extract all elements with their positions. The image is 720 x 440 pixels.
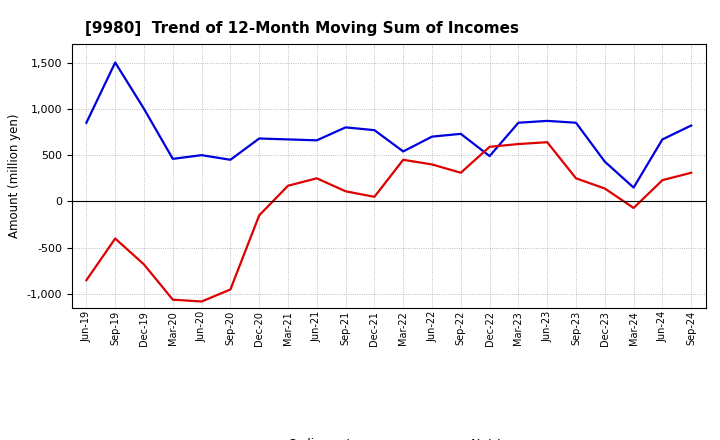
- Text: [9980]  Trend of 12-Month Moving Sum of Incomes: [9980] Trend of 12-Month Moving Sum of I…: [85, 21, 518, 36]
- Net Income: [341, 189, 350, 194]
- Net Income: [600, 186, 609, 191]
- Ordinary Income: [428, 134, 436, 139]
- Net Income: [312, 176, 321, 181]
- Net Income: [255, 213, 264, 218]
- Ordinary Income: [140, 106, 148, 111]
- Ordinary Income: [658, 137, 667, 142]
- Ordinary Income: [687, 123, 696, 128]
- Ordinary Income: [370, 128, 379, 133]
- Net Income: [514, 141, 523, 147]
- Ordinary Income: [543, 118, 552, 124]
- Ordinary Income: [255, 136, 264, 141]
- Net Income: [197, 299, 206, 304]
- Net Income: [428, 162, 436, 167]
- Ordinary Income: [168, 156, 177, 161]
- Ordinary Income: [600, 159, 609, 164]
- Ordinary Income: [456, 131, 465, 136]
- Ordinary Income: [82, 120, 91, 125]
- Net Income: [572, 176, 580, 181]
- Ordinary Income: [341, 125, 350, 130]
- Ordinary Income: [485, 154, 494, 159]
- Ordinary Income: [514, 120, 523, 125]
- Ordinary Income: [284, 137, 292, 142]
- Ordinary Income: [629, 185, 638, 190]
- Net Income: [658, 177, 667, 183]
- Ordinary Income: [572, 120, 580, 125]
- Net Income: [687, 170, 696, 176]
- Net Income: [629, 205, 638, 211]
- Line: Net Income: Net Income: [86, 142, 691, 301]
- Y-axis label: Amount (million yen): Amount (million yen): [8, 114, 21, 238]
- Net Income: [168, 297, 177, 302]
- Net Income: [111, 236, 120, 241]
- Line: Ordinary Income: Ordinary Income: [86, 62, 691, 187]
- Net Income: [284, 183, 292, 188]
- Net Income: [82, 278, 91, 283]
- Net Income: [399, 157, 408, 162]
- Net Income: [226, 287, 235, 292]
- Net Income: [370, 194, 379, 199]
- Net Income: [456, 170, 465, 176]
- Ordinary Income: [399, 149, 408, 154]
- Ordinary Income: [197, 153, 206, 158]
- Ordinary Income: [111, 60, 120, 65]
- Ordinary Income: [312, 138, 321, 143]
- Net Income: [140, 262, 148, 267]
- Legend: Ordinary Income, Net Income: Ordinary Income, Net Income: [230, 433, 548, 440]
- Ordinary Income: [226, 157, 235, 162]
- Net Income: [543, 139, 552, 145]
- Net Income: [485, 144, 494, 150]
